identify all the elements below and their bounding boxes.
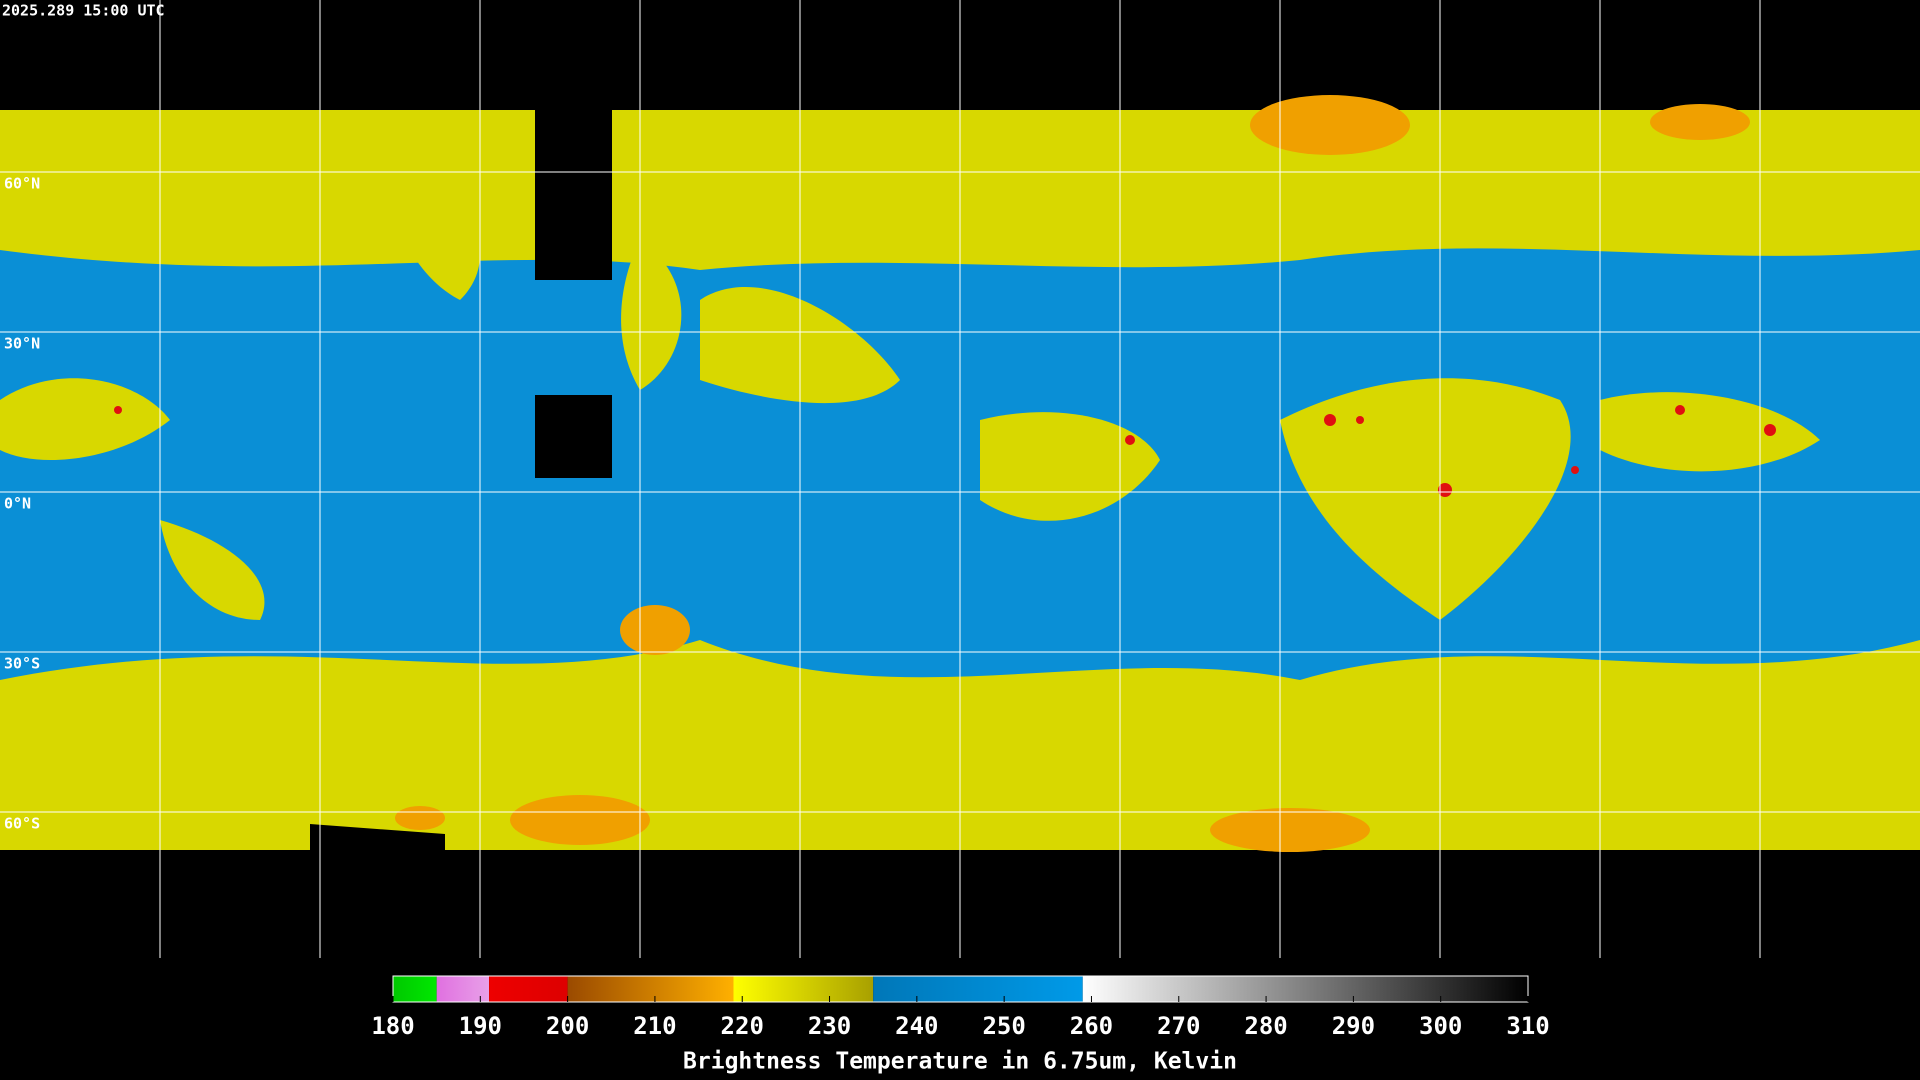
colorbar-tick-label: 210 xyxy=(633,1012,676,1040)
timestamp: 2025.289 15:00 UTC xyxy=(2,2,165,20)
latitude-label: 30°N xyxy=(4,335,40,353)
colorbar-tick-label: 200 xyxy=(546,1012,589,1040)
colorbar-segment xyxy=(489,976,568,1002)
colorbar-tick-label: 300 xyxy=(1419,1012,1462,1040)
colorbar-frame xyxy=(392,975,1529,1003)
latitude-label: 30°S xyxy=(4,655,40,673)
colorbar-segment xyxy=(436,976,490,1002)
water-vapor-cold xyxy=(395,95,1750,852)
colorbar-segment xyxy=(393,976,437,1002)
colorbar-tick-label: 240 xyxy=(895,1012,938,1040)
latitude-label: 60°S xyxy=(4,815,40,833)
convection xyxy=(114,405,1776,497)
colorbar-tick-label: 180 xyxy=(371,1012,414,1040)
colorbar-tick-label: 230 xyxy=(808,1012,851,1040)
colorbar-tick-label: 190 xyxy=(459,1012,502,1040)
colorbar-segment xyxy=(873,976,1083,1002)
colorbar-tick-label: 260 xyxy=(1070,1012,1113,1040)
colorbar-segment xyxy=(567,976,734,1002)
graticule xyxy=(0,0,1920,958)
colorbar-segment xyxy=(1082,976,1528,1002)
colorbar-segment xyxy=(733,976,874,1002)
latitude-label: 60°N xyxy=(4,175,40,193)
colorbar-tick-label: 280 xyxy=(1244,1012,1287,1040)
missing-data xyxy=(310,824,445,850)
colorbar-tick-label: 250 xyxy=(982,1012,1025,1040)
colorbar: 180 190 200 210 220 230 240 250 260 270 280 290 300 3… xyxy=(371,975,1550,1040)
colorbar-tick-label: 290 xyxy=(1332,1012,1375,1040)
colorbar-title: Brightness Temperature in 6.75um, Kelvin xyxy=(683,1049,1237,1075)
colorbar-tick-label: 270 xyxy=(1157,1012,1200,1040)
colorbar-tick-label: 220 xyxy=(721,1012,764,1040)
latitude-label: 0°N xyxy=(4,495,31,513)
missing-data xyxy=(535,0,612,478)
colorbar-tick-label: 310 xyxy=(1506,1012,1549,1040)
